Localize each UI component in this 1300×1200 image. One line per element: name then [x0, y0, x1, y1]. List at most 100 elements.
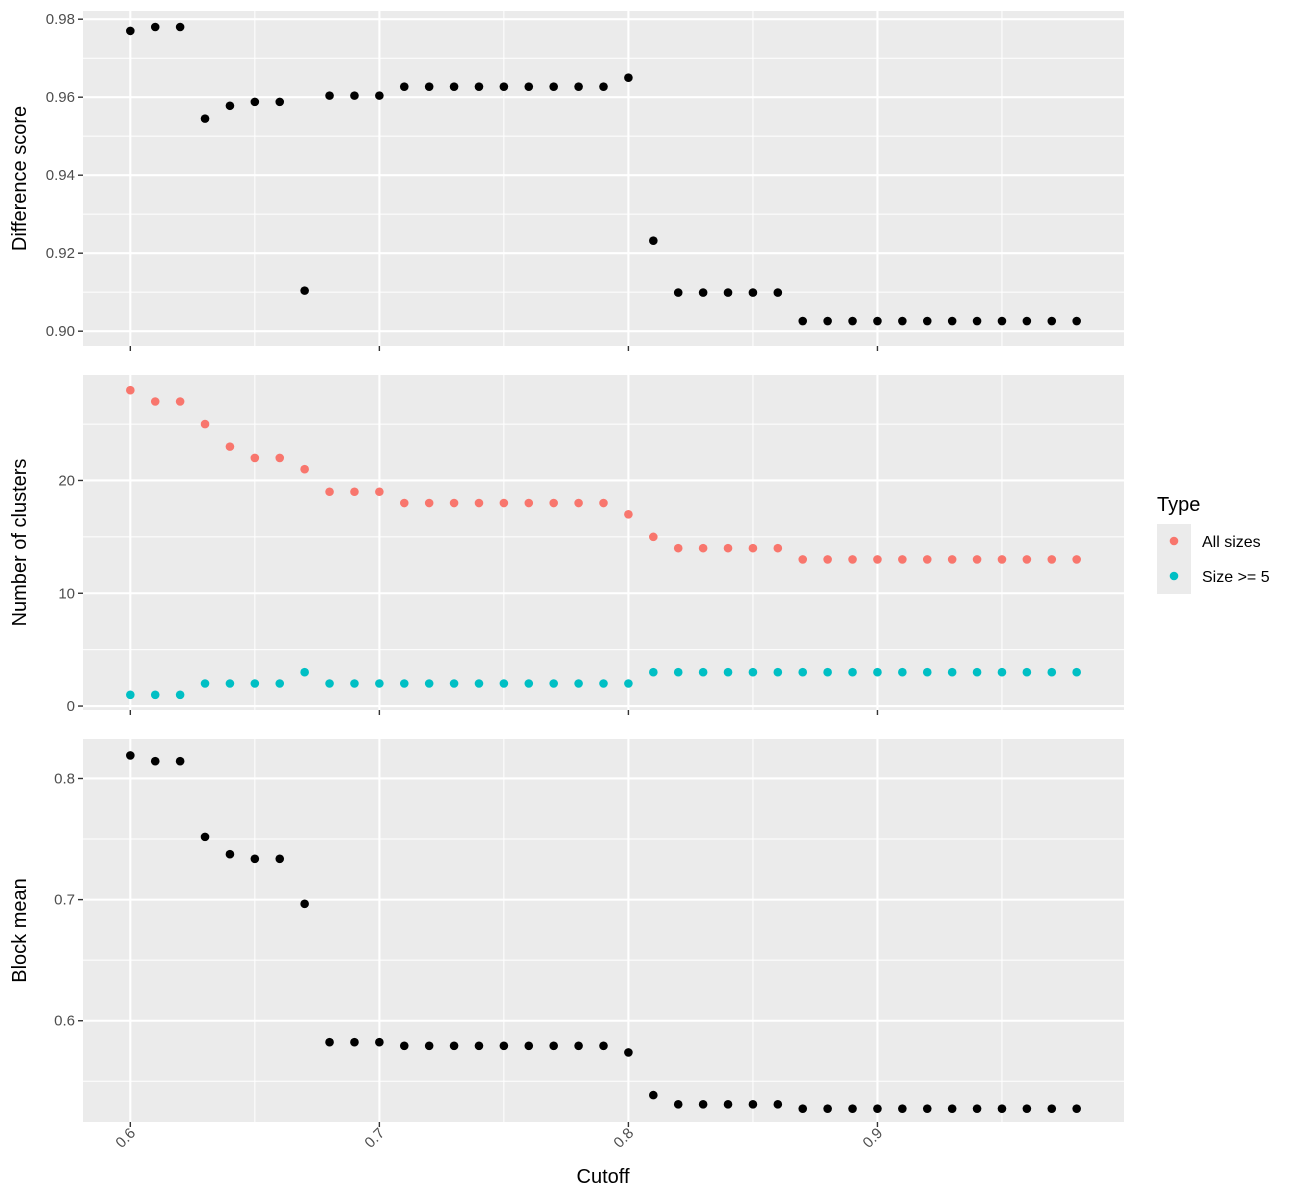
series-size-5	[126, 667, 1081, 700]
data-point	[200, 832, 210, 842]
data-point	[375, 91, 384, 100]
panel-background	[83, 11, 1124, 346]
y-tick-label: 0.90	[46, 323, 75, 340]
data-point	[624, 679, 633, 688]
data-point	[848, 667, 857, 677]
legend-key-size-5	[1169, 571, 1179, 581]
data-point	[1022, 1104, 1032, 1113]
data-point	[524, 82, 534, 91]
x-tick-label: 0.9	[860, 1125, 887, 1152]
data-point	[823, 1104, 832, 1113]
data-point	[798, 1104, 808, 1113]
data-point	[499, 1041, 509, 1051]
x-tick-label: 0.8	[610, 1125, 637, 1152]
data-point	[798, 316, 808, 326]
data-point	[997, 667, 1007, 677]
data-point	[873, 555, 882, 564]
data-point	[599, 679, 608, 688]
legend-key-all-sizes	[1169, 536, 1179, 546]
data-point	[748, 543, 758, 553]
data-point	[698, 667, 708, 677]
y-tick-label: 0.92	[46, 245, 75, 262]
data-point	[873, 316, 882, 326]
data-point	[300, 899, 309, 909]
data-point	[424, 498, 434, 508]
data-point	[225, 679, 235, 688]
data-point	[1047, 667, 1057, 677]
data-point	[649, 667, 658, 677]
data-point	[1072, 555, 1081, 564]
data-point	[399, 679, 409, 688]
data-point	[1022, 316, 1032, 326]
data-point	[673, 667, 683, 677]
y-axis-title: Difference score	[9, 106, 31, 251]
y-tick-label: 0.7	[54, 892, 75, 909]
data-point	[449, 679, 459, 688]
data-point	[997, 316, 1007, 326]
data-point	[1047, 1104, 1057, 1113]
data-point	[972, 555, 982, 564]
data-point	[549, 498, 558, 508]
data-point	[823, 316, 832, 326]
data-point	[375, 487, 384, 497]
data-point	[673, 543, 683, 553]
data-point	[325, 487, 334, 497]
data-point	[723, 543, 733, 553]
data-point	[773, 1100, 783, 1109]
data-point	[275, 854, 285, 864]
data-point	[898, 1104, 907, 1113]
data-point	[225, 101, 235, 111]
data-point	[1022, 667, 1032, 677]
panel-difference: 0.90 0.92 0.94 0.96 0.98 Difference score	[9, 11, 1124, 351]
data-point	[399, 1041, 409, 1051]
data-point	[574, 679, 583, 688]
data-point	[375, 1037, 384, 1047]
data-point	[748, 288, 758, 297]
data-point	[673, 288, 683, 297]
data-point	[748, 667, 758, 677]
data-point	[424, 679, 434, 688]
data-point	[922, 1104, 932, 1113]
data-point	[126, 26, 135, 36]
data-point	[424, 1041, 434, 1051]
data-point	[922, 667, 932, 677]
data-point	[698, 543, 708, 553]
data-point	[798, 667, 808, 677]
data-point	[599, 1041, 608, 1051]
y-tick-label: 0.8	[54, 770, 75, 787]
data-point	[150, 397, 160, 406]
data-point	[325, 1037, 334, 1047]
data-point	[250, 453, 260, 463]
data-point	[898, 555, 907, 564]
data-point	[748, 1100, 758, 1109]
data-point	[773, 288, 783, 297]
data-point	[698, 288, 708, 297]
data-point	[250, 97, 260, 107]
data-point	[624, 73, 633, 82]
data-point	[698, 1100, 708, 1109]
data-point	[126, 751, 135, 760]
data-point	[599, 498, 608, 508]
y-axis-title: Number of clusters	[9, 459, 31, 627]
data-point	[449, 82, 459, 91]
data-point	[474, 1041, 484, 1051]
data-point	[624, 510, 633, 519]
data-point	[126, 690, 135, 700]
data-point	[823, 667, 832, 677]
data-point	[848, 316, 857, 326]
data-point	[200, 679, 210, 688]
y-tick-label: 0.96	[46, 89, 75, 106]
data-point	[1072, 1104, 1081, 1113]
data-point	[723, 1100, 733, 1109]
data-point	[524, 498, 534, 508]
x-tick-label: 0.7	[361, 1125, 388, 1152]
series-points	[126, 22, 1081, 326]
data-point	[873, 1104, 882, 1113]
data-point	[972, 1104, 982, 1113]
data-point	[175, 22, 185, 32]
data-point	[350, 1037, 359, 1047]
data-point	[1022, 555, 1032, 564]
y-tick-label: 0	[67, 698, 75, 715]
data-point	[524, 1041, 534, 1051]
legend-key-background	[1157, 524, 1191, 594]
